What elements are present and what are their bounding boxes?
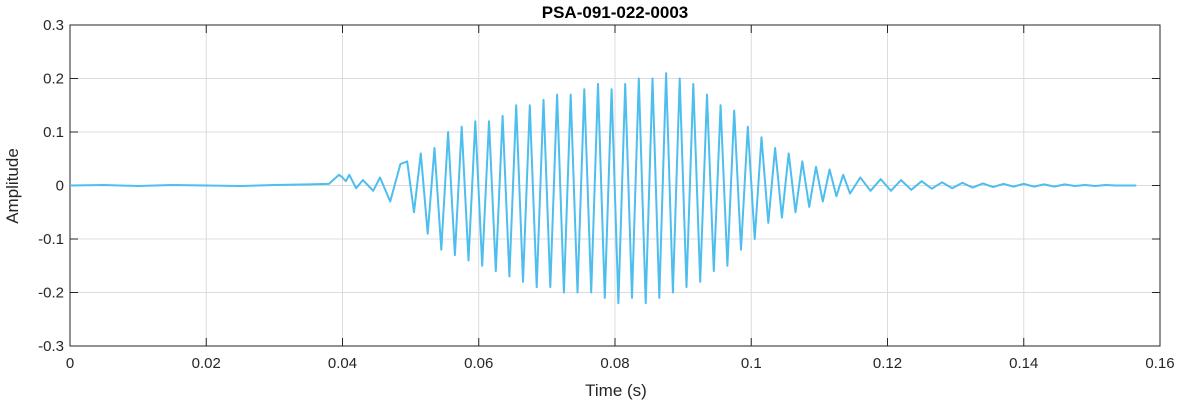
y-tick-label: 0 — [56, 178, 64, 195]
x-tick-label: 0.1 — [741, 355, 762, 372]
x-tick-labels: 0 0.02 0.04 0.06 0.08 0.1 0.12 0.14 0.16 — [66, 355, 1175, 372]
x-tick-label: 0.16 — [1145, 355, 1174, 372]
y-tick-label: -0.2 — [38, 285, 64, 302]
x-tick-label: 0.02 — [192, 355, 221, 372]
x-tick-label: 0.08 — [600, 355, 629, 372]
chart-title: PSA-091-022-0003 — [542, 3, 688, 22]
y-tick-label: 0.3 — [43, 17, 64, 34]
y-tick-label: 0.2 — [43, 71, 64, 88]
x-tick-label: 0 — [66, 355, 74, 372]
x-axis-label: Time (s) — [585, 381, 647, 400]
x-tick-label: 0.14 — [1009, 355, 1038, 372]
y-tick-label: -0.1 — [38, 231, 64, 248]
axis-ticks — [69, 24, 1161, 347]
x-tick-label: 0.06 — [464, 355, 493, 372]
x-tick-label: 0.04 — [328, 355, 357, 372]
amplitude-series-line — [69, 72, 1137, 305]
y-tick-label: 0.1 — [43, 124, 64, 141]
y-tick-labels: -0.3 -0.2 -0.1 0 0.1 0.2 0.3 — [38, 17, 64, 355]
y-axis-label: Amplitude — [3, 148, 22, 224]
y-tick-label: -0.3 — [38, 338, 64, 355]
x-tick-label: 0.12 — [873, 355, 902, 372]
